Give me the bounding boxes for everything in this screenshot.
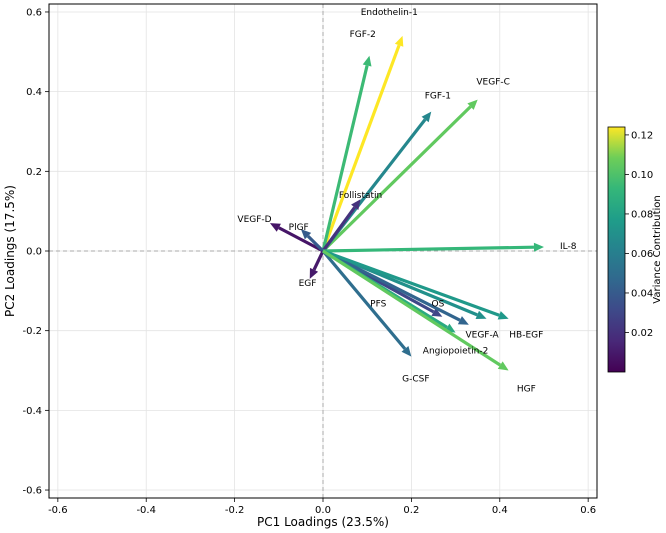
loading-vectors xyxy=(269,35,544,371)
vector-head-fgf-2 xyxy=(362,55,372,67)
vector-shaft-fgf-2 xyxy=(321,65,369,252)
vector-shaft-vegf-d xyxy=(278,226,324,253)
vector-head-fgf-1 xyxy=(421,111,432,123)
colorbar-tick-label: 0.08 xyxy=(631,209,653,220)
vector-label-plgf: PlGF xyxy=(289,223,309,233)
y-tick-label: -0.6 xyxy=(22,486,42,497)
y-tick-label: 0.4 xyxy=(26,87,42,98)
vector-label-follistatin: Follistatin xyxy=(339,191,382,201)
colorbar-tick-label: 0.02 xyxy=(631,328,653,339)
vector-egf xyxy=(309,250,325,279)
vector-head-endothelin-1 xyxy=(394,35,404,47)
vector-shaft-endothelin-1 xyxy=(321,44,401,252)
vector-g-csf xyxy=(321,249,412,357)
vector-label-endothelin-1: Endothelin-1 xyxy=(361,8,418,18)
x-tick-label: 0.2 xyxy=(403,505,419,516)
vector-vegf-a xyxy=(322,249,469,325)
vector-label-egf: EGF xyxy=(299,279,317,289)
x-tick-label: 0.0 xyxy=(315,505,331,516)
vector-label-fgf-1: FGF-1 xyxy=(425,92,451,102)
vector-head-pfs xyxy=(431,307,443,317)
vector-label-os: OS xyxy=(432,300,445,310)
colorbar-tick-label: 0.04 xyxy=(631,288,653,299)
vector-shaft-plgf xyxy=(306,234,325,253)
colorbar-gradient xyxy=(607,126,626,373)
y-tick-label: -0.2 xyxy=(22,326,42,337)
vector-hgf xyxy=(322,249,509,371)
x-tick-label: -0.6 xyxy=(48,505,68,516)
vector-label-vegf-a: VEGF-A xyxy=(465,331,499,341)
vector-head-il-8 xyxy=(533,242,544,252)
vector-label-il-8: IL-8 xyxy=(560,242,577,252)
y-tick-label: 0.2 xyxy=(26,167,42,178)
y-axis-title: PC2 Loadings (17.5%) xyxy=(3,185,17,317)
colorbar: 0.02 0.04 0.06 0.08 0.10 0.12 Variance Contri… xyxy=(607,126,663,373)
x-axis-title: PC1 Loadings (23.5%) xyxy=(257,515,389,529)
vector-head-hgf xyxy=(497,361,509,371)
vector-vegf-c xyxy=(321,99,478,253)
vector-shaft-il-8 xyxy=(322,245,534,253)
vector-head-vegf-a xyxy=(457,316,469,325)
x-tick-label: 0.6 xyxy=(580,505,596,516)
vector-head-vegf-c xyxy=(467,99,478,110)
y-axis-ticks: -0.6 -0.4 -0.2 0.0 0.2 0.4 0.6 xyxy=(22,7,49,497)
vector-label-vegf-c: VEGF-C xyxy=(476,78,510,88)
vector-hb-egf xyxy=(322,249,509,320)
colorbar-tick-label: 0.12 xyxy=(631,130,653,141)
vector-shaft-g-csf xyxy=(321,249,407,350)
loading-labels: Endothelin-1 FGF-2 VEGF-C FGF-1 Follistatin V… xyxy=(237,8,576,394)
vector-head-os xyxy=(475,310,487,320)
vector-shaft-egf xyxy=(312,250,325,271)
vector-label-fgf-2: FGF-2 xyxy=(350,30,376,40)
y-tick-label: -0.4 xyxy=(22,406,42,417)
vector-label-hgf: HGF xyxy=(517,384,536,394)
vector-endothelin-1 xyxy=(321,35,404,252)
vector-shaft-follistatin xyxy=(321,206,356,252)
vector-shaft-vegf-a xyxy=(322,249,461,322)
vector-label-pfs: PFS xyxy=(370,300,386,310)
vector-label-vegf-d: VEGF-D xyxy=(237,215,271,225)
vector-head-egf xyxy=(309,267,319,279)
vector-head-plgf xyxy=(300,229,312,240)
vector-head-follistatin xyxy=(351,199,361,210)
vector-il-8 xyxy=(322,242,544,253)
vector-shaft-hb-egf xyxy=(322,249,500,317)
x-tick-label: -0.4 xyxy=(136,505,156,516)
vector-label-hb-egf: HB-EGF xyxy=(509,331,543,341)
vector-shaft-hgf xyxy=(322,249,502,367)
vector-head-hb-egf xyxy=(497,311,509,320)
vector-head-vegf-d xyxy=(269,223,281,232)
colorbar-title: Variance Contribution xyxy=(652,195,663,303)
colorbar-tick-label: 0.06 xyxy=(631,249,653,260)
y-tick-label: 0.6 xyxy=(26,7,42,18)
y-tick-label: 0.0 xyxy=(26,247,42,258)
vector-label-g-csf: G-CSF xyxy=(402,374,429,384)
vector-follistatin xyxy=(321,199,361,252)
x-axis-ticks: -0.6 -0.4 -0.2 0.0 0.2 0.4 0.6 xyxy=(48,498,596,516)
colorbar-tick-label: 0.10 xyxy=(631,170,653,181)
vector-label-angiopoietin-2: Angiopoietin-2 xyxy=(423,347,489,357)
vector-fgf-2 xyxy=(321,55,372,252)
vector-head-g-csf xyxy=(401,346,412,357)
x-tick-label: -0.2 xyxy=(225,505,245,516)
vector-vegf-d xyxy=(269,223,324,253)
vector-plgf xyxy=(300,229,325,253)
vector-shaft-vegf-c xyxy=(321,105,472,253)
colorbar-ticks: 0.02 0.04 0.06 0.08 0.10 0.12 xyxy=(625,130,653,339)
x-tick-label: 0.4 xyxy=(492,505,508,516)
